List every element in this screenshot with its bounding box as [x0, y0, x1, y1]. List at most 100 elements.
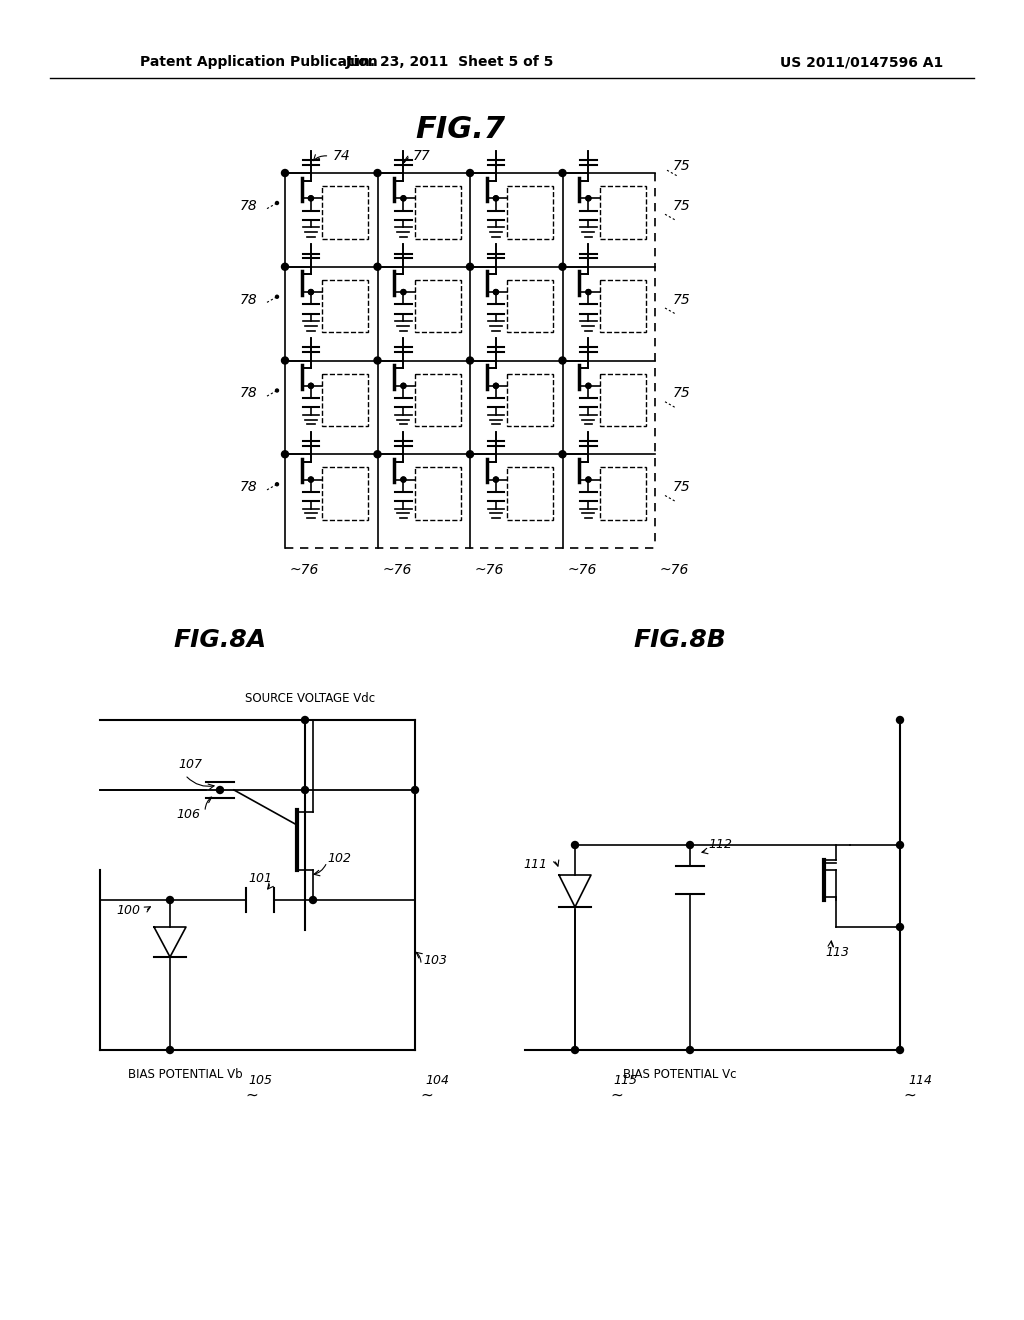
Text: ~76: ~76	[475, 564, 505, 577]
Circle shape	[494, 195, 499, 201]
Text: 78: 78	[240, 480, 257, 494]
Circle shape	[401, 477, 406, 482]
Circle shape	[571, 842, 579, 849]
Bar	[507, 467, 553, 520]
Text: 102: 102	[327, 851, 351, 865]
Circle shape	[494, 289, 499, 294]
Circle shape	[401, 195, 406, 201]
Bar	[599, 280, 646, 333]
Bar	[415, 467, 461, 520]
Circle shape	[308, 289, 313, 294]
Text: 75: 75	[673, 293, 691, 306]
Circle shape	[571, 1047, 579, 1053]
Circle shape	[282, 450, 289, 458]
Circle shape	[586, 195, 591, 201]
Text: ~: ~	[903, 1088, 915, 1104]
Text: ~76: ~76	[660, 564, 689, 577]
Text: BIAS POTENTIAL Vc: BIAS POTENTIAL Vc	[624, 1068, 736, 1081]
Circle shape	[275, 202, 279, 205]
Circle shape	[896, 717, 903, 723]
Bar	[507, 186, 553, 239]
Circle shape	[308, 383, 313, 388]
Circle shape	[412, 787, 419, 793]
Circle shape	[896, 924, 903, 931]
Circle shape	[374, 450, 381, 458]
Text: 101: 101	[248, 871, 272, 884]
Circle shape	[559, 169, 566, 177]
Bar	[599, 374, 646, 426]
Circle shape	[467, 263, 473, 271]
Circle shape	[586, 383, 591, 388]
Circle shape	[467, 169, 473, 177]
Circle shape	[308, 383, 313, 388]
Circle shape	[559, 356, 566, 364]
Text: ~76: ~76	[567, 564, 597, 577]
Circle shape	[167, 896, 173, 903]
Bar	[322, 186, 369, 239]
Circle shape	[308, 195, 313, 201]
Text: 104: 104	[425, 1073, 449, 1086]
Text: US 2011/0147596 A1: US 2011/0147596 A1	[780, 55, 943, 69]
Circle shape	[308, 477, 313, 482]
Text: Jun. 23, 2011  Sheet 5 of 5: Jun. 23, 2011 Sheet 5 of 5	[346, 55, 554, 69]
Circle shape	[401, 289, 406, 294]
Text: ~76: ~76	[383, 564, 412, 577]
Text: 105: 105	[248, 1073, 272, 1086]
Bar	[599, 186, 646, 239]
Circle shape	[282, 263, 289, 271]
Text: ~: ~	[610, 1088, 624, 1104]
Circle shape	[374, 169, 381, 177]
Circle shape	[167, 1047, 173, 1053]
Circle shape	[559, 450, 566, 458]
Bar	[507, 374, 553, 426]
Text: 74: 74	[333, 149, 351, 164]
Bar	[415, 374, 461, 426]
Circle shape	[401, 383, 406, 388]
Text: Patent Application Publication: Patent Application Publication	[140, 55, 378, 69]
Circle shape	[494, 383, 499, 388]
Text: SOURCE VOLTAGE Vdc: SOURCE VOLTAGE Vdc	[245, 692, 375, 705]
Circle shape	[586, 383, 591, 388]
Text: 75: 75	[673, 199, 691, 213]
Text: 103: 103	[423, 953, 447, 966]
Circle shape	[494, 195, 499, 201]
Text: 112: 112	[708, 838, 732, 851]
Circle shape	[559, 263, 566, 271]
Circle shape	[301, 787, 308, 793]
Circle shape	[494, 477, 499, 482]
Circle shape	[282, 169, 289, 177]
Circle shape	[586, 477, 591, 482]
Text: 100: 100	[116, 903, 140, 916]
Circle shape	[308, 289, 313, 294]
Bar	[322, 467, 369, 520]
Text: 114: 114	[908, 1073, 932, 1086]
Text: 75: 75	[673, 160, 691, 173]
Bar	[507, 280, 553, 333]
Circle shape	[467, 356, 473, 364]
Circle shape	[308, 477, 313, 482]
Circle shape	[586, 289, 591, 294]
Circle shape	[467, 450, 473, 458]
Circle shape	[401, 289, 406, 294]
Circle shape	[275, 389, 279, 392]
Bar	[599, 467, 646, 520]
Text: FIG.8A: FIG.8A	[173, 628, 266, 652]
Circle shape	[216, 787, 223, 793]
Circle shape	[896, 1047, 903, 1053]
Text: ~: ~	[420, 1088, 433, 1104]
Text: 78: 78	[240, 199, 257, 213]
Text: ~: ~	[246, 1088, 258, 1104]
Circle shape	[374, 263, 381, 271]
Circle shape	[282, 356, 289, 364]
Text: 107: 107	[178, 759, 202, 771]
Circle shape	[401, 383, 406, 388]
Circle shape	[374, 356, 381, 364]
Circle shape	[586, 289, 591, 294]
Text: FIG.7: FIG.7	[415, 116, 505, 144]
Text: 78: 78	[240, 387, 257, 400]
Circle shape	[401, 477, 406, 482]
Text: 115: 115	[613, 1073, 637, 1086]
Text: 113: 113	[825, 945, 849, 958]
Circle shape	[309, 896, 316, 903]
Circle shape	[308, 195, 313, 201]
